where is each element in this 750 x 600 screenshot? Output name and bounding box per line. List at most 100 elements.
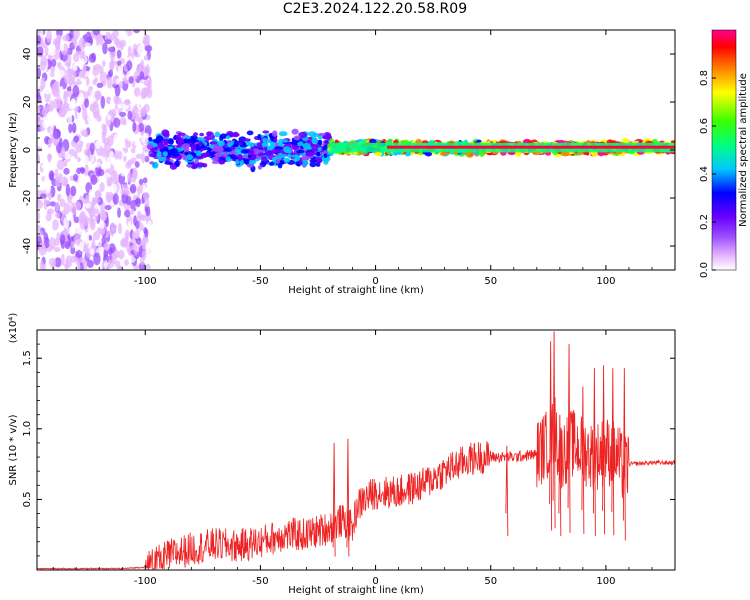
spectrogram-cell [307, 136, 313, 140]
spectrogram-cell [48, 257, 57, 268]
spectrogram-cell [41, 96, 46, 107]
y-tick-label: 0.5 [22, 491, 33, 507]
spectrogram-cell [73, 52, 80, 63]
spectrogram-cell [153, 138, 162, 144]
spectrogram-cell [56, 232, 61, 241]
spectrogram-cell [138, 222, 144, 232]
spectrogram-cell [247, 149, 255, 156]
spectrogram-cell [75, 201, 82, 211]
spectrogram-cell [269, 161, 275, 166]
colorbar-ticks: 0.0 0.2 0.4 0.6 0.8 [699, 70, 716, 278]
spectrogram-cell [137, 184, 143, 194]
spectrogram-cell [120, 238, 126, 248]
spectrogram-cell [41, 163, 49, 170]
spectrogram-cell [37, 230, 43, 237]
spectrogram-cell [149, 161, 155, 165]
spectrogram-cell [157, 157, 167, 162]
spectrogram-cell [132, 121, 137, 133]
spectrogram-cell [71, 98, 77, 109]
spectrogram-cell [106, 76, 113, 89]
spectrogram-cell [287, 153, 292, 158]
spectrogram-cell [169, 163, 178, 170]
x-tick-label: -100 [134, 576, 157, 587]
spectrogram-cell [108, 60, 115, 71]
spectrogram-cell [108, 259, 115, 269]
spectrogram-cell [134, 140, 142, 147]
spectrogram-cell [82, 63, 87, 76]
spectrogram-cell [60, 131, 65, 139]
spectrogram-cell [323, 153, 328, 158]
spectrogram-cell [84, 164, 89, 178]
snr-spike [592, 368, 596, 537]
spectrogram-cell [99, 71, 108, 85]
spectrogram-cell [76, 262, 81, 270]
spectrogram-cell [83, 231, 90, 245]
spectrogram-cell [133, 30, 140, 34]
spectrogram-cell [183, 138, 190, 143]
spectrogram-cell [90, 217, 95, 227]
spectrogram-cell [99, 220, 105, 230]
spectrogram-cell [374, 151, 383, 157]
spectrogram-cell [127, 171, 132, 183]
spectrogram-cell [147, 143, 154, 150]
spectrogram-cell [142, 106, 146, 115]
spectrogram-cell [211, 156, 219, 162]
spectrogram-cell [47, 153, 52, 163]
spectrogram-cell [133, 87, 141, 97]
colorbar-tick-label: 0.4 [699, 166, 710, 182]
spectrogram-cell [82, 107, 88, 121]
spectrogram-cell [113, 176, 117, 186]
spectrogram-panel: -100 -50 0 50 100 -40 -20 0 20 40 Height of stra… [8, 29, 676, 296]
spectrogram-cell [307, 131, 317, 137]
spectrogram-cell [37, 146, 43, 152]
spectrogram-cell [44, 236, 50, 249]
spectrogram-cell [62, 34, 70, 42]
spectrogram-cell [94, 76, 99, 83]
x-tick-label: 0 [372, 576, 378, 587]
spectrogram-cell [78, 71, 84, 79]
spectrogram-cell [273, 137, 278, 143]
spectrogram-cell [72, 85, 80, 98]
spectrogram-cell [61, 176, 69, 187]
spectrogram-cell [94, 91, 101, 100]
spectrogram-cell [56, 159, 65, 171]
spectrogram-cell [59, 234, 66, 245]
spectrogram-cell [132, 48, 139, 57]
spectrogram-cell [316, 151, 321, 157]
spectrogram-cell [257, 165, 263, 170]
spectrogram-cell [89, 65, 94, 74]
spectrogram-cell [79, 262, 84, 270]
spectrogram-cell [138, 122, 145, 133]
spectrogram-cell [148, 136, 153, 142]
spectrogram-cell [135, 153, 143, 160]
spectrogram-cell [113, 117, 121, 128]
spectrogram-cell [55, 38, 61, 51]
spectrogram-cell [105, 96, 112, 104]
spectrogram-cell [240, 149, 250, 154]
spectrogram-cell [149, 153, 158, 157]
spectrogram-cell [142, 177, 148, 184]
spectrogram-cell [157, 143, 166, 149]
spectrogram-cell [219, 135, 224, 142]
spectrogram-cell [66, 250, 72, 258]
spectrogram-cell [62, 103, 68, 111]
snr-spike [346, 438, 350, 557]
spectrogram-cell [125, 229, 130, 240]
spectrogram-cell [143, 55, 149, 61]
spectrogram-cell [112, 215, 118, 226]
spectrogram-cell [247, 160, 257, 165]
spectrogram-cell [141, 238, 147, 251]
spectrogram-cell [305, 151, 314, 157]
spectrogram-cell [104, 39, 112, 45]
spectrogram-cell [142, 184, 147, 195]
spectrogram-cell [267, 145, 275, 150]
y-tick-label: 1.5 [22, 350, 33, 366]
spectrogram-cell [232, 143, 239, 148]
spectrogram-cell [71, 122, 77, 134]
spectrogram-cell [156, 151, 162, 158]
spectrogram-cell [65, 183, 71, 197]
spectrogram-cell [102, 60, 106, 68]
spectrogram-cell [218, 160, 226, 165]
spectrogram-cell [40, 43, 48, 49]
